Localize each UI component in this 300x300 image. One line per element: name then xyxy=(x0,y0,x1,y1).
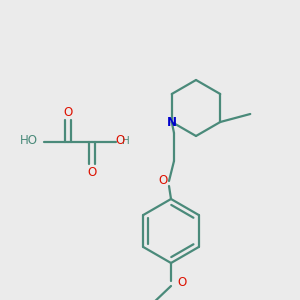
Text: H: H xyxy=(122,136,130,146)
Text: N: N xyxy=(167,116,177,128)
Text: O: O xyxy=(63,106,73,118)
Text: O: O xyxy=(158,175,168,188)
Text: O: O xyxy=(177,277,186,290)
Text: O: O xyxy=(115,134,124,148)
Text: HO: HO xyxy=(20,134,38,148)
Text: O: O xyxy=(87,166,97,178)
